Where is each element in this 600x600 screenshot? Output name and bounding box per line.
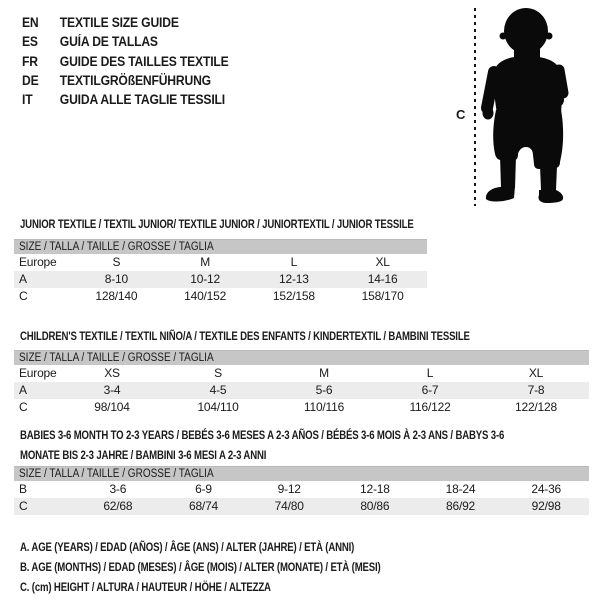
table-cell: 116/122 (409, 400, 451, 414)
table-cell: 104/110 (197, 400, 239, 414)
row-label: C (19, 400, 28, 414)
table-cell: 7-8 (527, 383, 545, 397)
table-row-height: C 128/140 140/152 152/158 158/170 (14, 288, 427, 305)
language-code: FR (22, 53, 38, 69)
table-cell: 158/170 (361, 289, 404, 303)
language-title: GUIDA ALLE TAGLIE TESSILI (59, 92, 225, 108)
row-label: Europe (19, 366, 57, 380)
row-label: A (19, 272, 27, 286)
table-cell: 86/92 (446, 499, 476, 513)
table-cell: L (426, 366, 434, 380)
table-cell: 9-12 (277, 482, 301, 496)
table-row-europe: Europe XS S M L XL (14, 365, 589, 382)
junior-table-title: JUNIOR TEXTILE / TEXTIL JUNIOR/ TEXTILE … (20, 217, 414, 231)
table-cell: 122/128 (515, 400, 557, 414)
table-cell: 12-18 (360, 482, 390, 496)
table-cell: 8-10 (104, 272, 128, 286)
table-cell: 98/104 (94, 400, 130, 414)
table-cell: 62/68 (103, 499, 133, 513)
table-cell: 92/98 (531, 499, 561, 513)
language-row-de: DE TEXTILGRÖßENFÜHRUNG (22, 71, 229, 90)
legend-line-c: C. (cm) HEIGHT / ALTURA / HAUTEUR / HÖHE… (20, 580, 271, 594)
legend: A. AGE (YEARS) / EDAD (AÑOS) / ÂGE (ANS)… (20, 537, 471, 597)
table-cell: 68/74 (188, 499, 219, 513)
table-cell: M (200, 255, 211, 269)
table-cell: 10-12 (190, 272, 220, 286)
table-row-height: C 98/104 104/110 110/116 116/122 122/128 (14, 399, 589, 416)
table-row-age-months: B 3-6 6-9 9-12 12-18 18-24 24-36 (14, 481, 589, 498)
language-row-fr: FR GUIDE DES TAILLES TEXTILE (22, 52, 229, 71)
height-dashed-line (474, 8, 476, 206)
table-cell: S (214, 366, 222, 380)
table-cell: 4-5 (209, 383, 227, 397)
language-row-es: ES GUÍA DE TALLAS (22, 32, 229, 51)
row-label: C (19, 499, 28, 513)
language-title: TEXTILGRÖßENFÜHRUNG (59, 72, 211, 88)
junior-size-table: SIZE / TALLA / TAILLE / GRÖSSE / TAGLIA … (14, 239, 427, 305)
table-cell: 14-16 (367, 272, 398, 286)
legend-line-b: B. AGE (MONTHS) / EDAD (MESES) / ÂGE (MO… (20, 560, 381, 574)
row-label: C (19, 289, 28, 303)
language-code: ES (22, 34, 38, 50)
language-title: TEXTILE SIZE GUIDE (59, 15, 179, 30)
table-cell: 152/158 (272, 289, 315, 303)
babies-size-table: SIZE / TALLA / TAILLE / GRÖSSE / TAGLIA … (14, 466, 589, 515)
table-cell: 6-7 (421, 383, 439, 397)
table-cell: L (290, 255, 298, 269)
height-label: C (456, 107, 466, 122)
table-cell: 74/80 (274, 499, 304, 513)
table-cell: 128/140 (95, 289, 138, 303)
table-cell: 110/116 (303, 400, 345, 414)
table-row-height: C 62/68 68/74 74/80 80/86 86/92 92/98 (14, 498, 589, 515)
table-cell: 18-24 (445, 482, 476, 496)
child-silhouette-icon (481, 8, 569, 203)
table-cell: 12-13 (279, 272, 309, 286)
row-label: B (19, 482, 27, 496)
row-label: Europe (19, 255, 57, 269)
table-cell: XS (104, 366, 120, 380)
children-size-table: SIZE / TALLA / TAILLE / GRÖSSE / TAGLIA … (14, 350, 589, 416)
row-label: A (19, 383, 27, 397)
table-cell: 140/152 (184, 289, 227, 303)
language-title: GUIDE DES TAILLES TEXTILE (59, 53, 229, 69)
table-row-europe: Europe S M L XL (14, 254, 427, 271)
language-title: GUÍA DE TALLAS (59, 34, 158, 50)
table-cell: 24-36 (531, 482, 562, 496)
language-row-en: EN TEXTILE SIZE GUIDE (22, 13, 229, 32)
table-row-age: A 8-10 10-12 12-13 14-16 (14, 271, 427, 288)
language-code: EN (22, 15, 39, 30)
table-cell: M (319, 366, 329, 380)
size-header-label: SIZE / TALLA / TAILLE / GRÖSSE / TAGLIA (19, 468, 214, 480)
table-cell: 3-4 (103, 383, 121, 397)
language-code: DE (22, 72, 39, 88)
babies-table-title: BABIES 3-6 MONTH TO 2-3 YEARS / BEBÉS 3-… (20, 428, 505, 462)
table-cell: 3-6 (109, 482, 127, 496)
language-list: EN TEXTILE SIZE GUIDE ES GUÍA DE TALLAS … (22, 13, 252, 109)
size-header-label: SIZE / TALLA / TAILLE / GRÖSSE / TAGLIA (19, 241, 214, 253)
table-cell: XL (528, 366, 544, 380)
legend-line-a: A. AGE (YEARS) / EDAD (AÑOS) / ÂGE (ANS)… (20, 540, 355, 554)
size-header-bar: SIZE / TALLA / TAILLE / GRÖSSE / TAGLIA (14, 466, 589, 481)
size-header-label: SIZE / TALLA / TAILLE / GRÖSSE / TAGLIA (19, 352, 214, 364)
table-cell: 80/86 (360, 499, 390, 513)
table-cell: S (112, 255, 121, 269)
table-cell: XL (375, 255, 390, 269)
size-header-bar: SIZE / TALLA / TAILLE / GRÖSSE / TAGLIA (14, 350, 589, 365)
language-row-it: IT GUIDA ALLE TAGLIE TESSILI (22, 90, 229, 109)
children-table-title: CHILDREN'S TEXTILE / TEXTIL NIÑO/A / TEX… (20, 329, 470, 343)
table-cell: 6-9 (195, 482, 212, 496)
language-code: IT (22, 92, 33, 108)
table-cell: 5-6 (315, 383, 333, 397)
table-row-age: A 3-4 4-5 5-6 6-7 7-8 (14, 382, 589, 399)
size-header-bar: SIZE / TALLA / TAILLE / GRÖSSE / TAGLIA (14, 239, 427, 254)
